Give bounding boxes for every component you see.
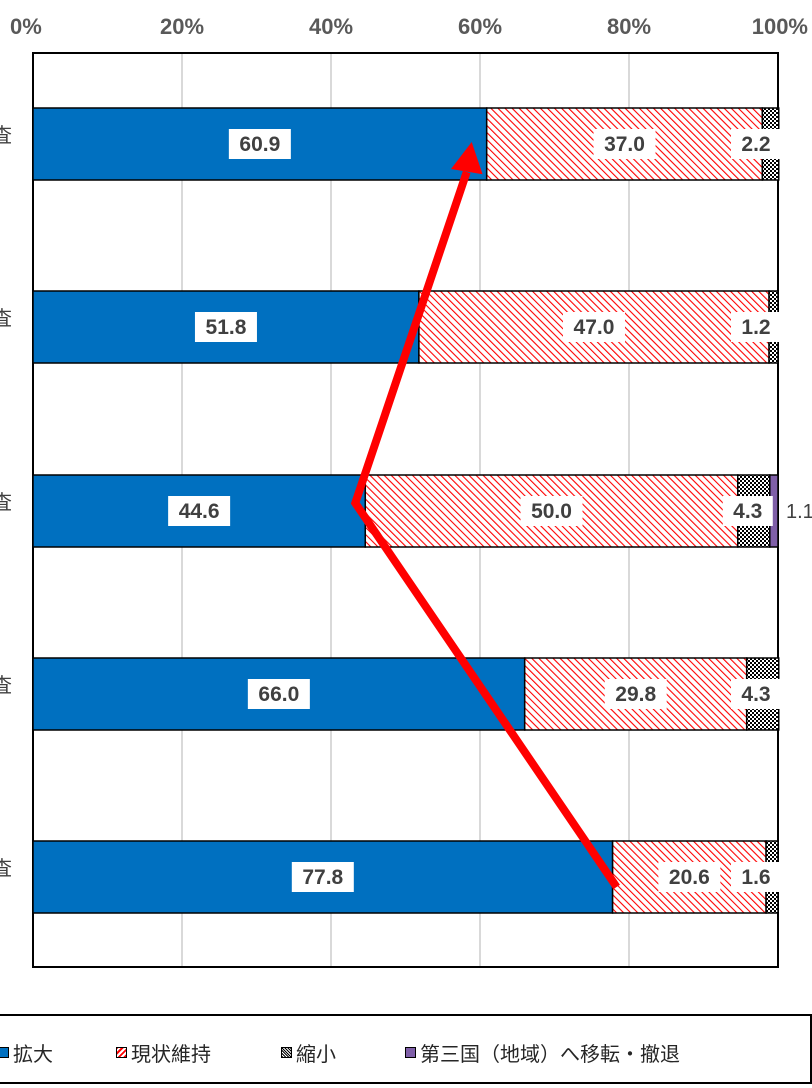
svg-text:37.0: 37.0 [604, 133, 645, 156]
svg-text:77.8: 77.8 [302, 866, 343, 889]
data-label: 20.6 [658, 862, 721, 892]
legend-item: 縮小 [281, 1038, 336, 1067]
legend-label: 縮小 [296, 1042, 336, 1066]
data-label: 29.8 [604, 679, 667, 709]
legend: 拡大 現状維持 縮小 第三国（地域）へ移転・撤退 [0, 1014, 812, 1084]
x-tick-label: 0% [10, 14, 42, 39]
category-label: 査 [0, 306, 12, 330]
category-label: 査 [0, 490, 12, 514]
category-label: 査 [0, 856, 12, 880]
svg-text:60.9: 60.9 [239, 133, 280, 156]
legend-swatch [116, 1047, 127, 1058]
data-label: 50.0 [520, 496, 583, 526]
legend-item: 第三国（地域）へ移転・撤退 [405, 1038, 680, 1067]
svg-text:1.6: 1.6 [741, 866, 770, 889]
svg-text:4.3: 4.3 [741, 683, 770, 706]
data-label: 1.6 [731, 862, 781, 892]
data-label-outside: 1.1 [786, 501, 812, 523]
svg-text:29.8: 29.8 [615, 683, 656, 706]
data-label: 77.8 [291, 862, 354, 892]
data-label: 44.6 [168, 496, 231, 526]
data-label: 37.0 [593, 129, 656, 159]
x-tick-label: 20% [160, 14, 204, 39]
data-label: 1.2 [731, 312, 781, 342]
data-label: 66.0 [247, 679, 310, 709]
svg-text:47.0: 47.0 [574, 316, 615, 339]
x-tick-label: 80% [607, 14, 651, 39]
data-label: 2.2 [731, 129, 781, 159]
legend-label: 第三国（地域）へ移転・撤退 [420, 1042, 680, 1066]
legend-label: 現状維持 [131, 1042, 211, 1066]
svg-text:1.2: 1.2 [741, 316, 770, 339]
svg-text:66.0: 66.0 [258, 683, 299, 706]
data-label: 4.3 [722, 496, 773, 526]
svg-text:4.3: 4.3 [733, 500, 762, 523]
category-label: 査 [0, 673, 12, 697]
x-tick-label: 40% [309, 14, 353, 39]
category-label: 査 [0, 123, 12, 147]
data-label: 51.8 [194, 312, 257, 342]
legend-swatch [405, 1047, 416, 1058]
legend-swatch [0, 1047, 9, 1058]
legend-item: 現状維持 [116, 1038, 211, 1067]
svg-text:51.8: 51.8 [206, 316, 247, 339]
svg-text:44.6: 44.6 [179, 500, 220, 523]
svg-text:2.2: 2.2 [741, 133, 770, 156]
trend-arrow-line [350, 170, 620, 890]
trend-arrow-head [450, 142, 483, 175]
svg-text:20.6: 20.6 [669, 866, 710, 889]
bar-segment [32, 474, 367, 548]
x-tick-label: 100% [752, 14, 808, 39]
x-tick-label: 60% [458, 14, 502, 39]
legend-item: 拡大 [0, 1038, 53, 1067]
data-label: 4.3 [731, 679, 781, 709]
legend-swatch [281, 1047, 292, 1058]
data-label: 47.0 [562, 312, 625, 342]
data-label: 60.9 [228, 129, 291, 159]
svg-text:50.0: 50.0 [531, 500, 572, 523]
legend-label: 拡大 [13, 1042, 53, 1066]
